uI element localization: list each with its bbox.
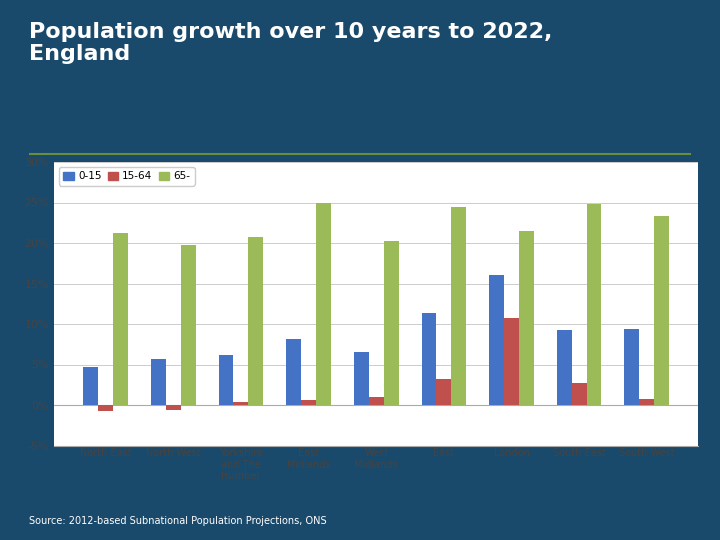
Bar (587, 204, 601, 405)
Bar (287, 339, 301, 405)
Bar (84, 367, 98, 405)
Bar (113, 233, 128, 405)
Bar (151, 359, 166, 405)
Bar (98, 405, 113, 411)
Bar (248, 238, 264, 405)
Text: Source: 2012-based Subnational Population Projections, ONS: Source: 2012-based Subnational Populatio… (29, 516, 326, 526)
Bar (301, 400, 316, 405)
Bar (166, 405, 181, 410)
Bar (384, 241, 399, 405)
Bar (489, 275, 504, 405)
Bar (369, 397, 384, 405)
Bar (219, 355, 233, 405)
Bar (181, 245, 196, 405)
Bar (624, 329, 639, 405)
Bar (316, 202, 331, 405)
Text: Population growth over 10 years to 2022,
England: Population growth over 10 years to 2022,… (29, 22, 552, 64)
Bar (572, 383, 587, 405)
Bar (421, 313, 436, 405)
Bar (436, 379, 451, 405)
Bar (233, 402, 248, 405)
Bar (639, 399, 654, 405)
Bar (451, 207, 466, 405)
Bar (504, 319, 519, 405)
Bar (519, 231, 534, 405)
Bar (557, 329, 572, 405)
Bar (654, 216, 669, 405)
Legend: 0-15, 15-64, 65-: 0-15, 15-64, 65- (59, 167, 194, 186)
Bar (354, 352, 369, 405)
